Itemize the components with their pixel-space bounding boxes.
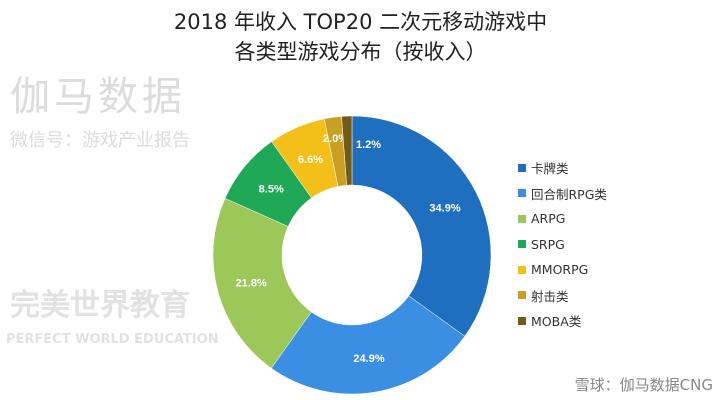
legend-label: 卡牌类 bbox=[531, 161, 569, 177]
legend: 卡牌类回合制RPG类 ARPG SRPG MMORPG 射击类 MOBA类 bbox=[518, 155, 607, 334]
legend-swatch bbox=[518, 240, 526, 249]
donut-slice bbox=[270, 295, 466, 395]
legend-item: MMORPG bbox=[518, 257, 607, 283]
donut-slice bbox=[212, 198, 312, 369]
legend-swatch bbox=[518, 316, 526, 325]
donut-slice bbox=[351, 115, 492, 337]
data-label: 8.5% bbox=[259, 184, 284, 196]
legend-label: ARPG bbox=[531, 211, 566, 227]
legend-item: SRPG bbox=[518, 232, 607, 258]
legend-swatch bbox=[518, 214, 526, 223]
legend-label: 回合制RPG类 bbox=[531, 186, 607, 202]
data-label: 6.6% bbox=[298, 154, 323, 166]
donut-slice bbox=[341, 115, 353, 186]
legend-label: MMORPG bbox=[531, 262, 589, 278]
data-label: 1.2% bbox=[356, 139, 381, 151]
watermark-brand-en: PERFECT WORLD EDUCATION bbox=[6, 332, 219, 347]
legend-swatch bbox=[518, 189, 526, 198]
legend-item: 卡牌类 bbox=[518, 155, 607, 181]
legend-swatch bbox=[518, 163, 526, 172]
watermark-brand: 完美世界教育 bbox=[10, 288, 190, 323]
data-label: 21.8% bbox=[236, 277, 267, 289]
watermark-xueqiu: 雪球：伽马数据CNG bbox=[574, 376, 713, 394]
data-label: 2.0% bbox=[323, 133, 348, 145]
chart-title: 2018 年收入 TOP20 二次元移动游戏中 bbox=[173, 10, 548, 34]
legend-label: SRPG bbox=[531, 236, 565, 252]
data-label: 24.9% bbox=[353, 353, 384, 365]
data-label: 34.9% bbox=[429, 202, 460, 214]
legend-label: 射击类 bbox=[531, 288, 569, 304]
watermark-wechat: 微信号：游戏产业报告 bbox=[10, 130, 190, 151]
legend-item: 回合制RPG类 bbox=[518, 181, 607, 207]
legend-item: MOBA类 bbox=[518, 308, 607, 334]
legend-item: ARPG bbox=[518, 206, 607, 232]
legend-swatch bbox=[518, 265, 526, 274]
chart-subtitle: 各类型游戏分布（按收入） bbox=[234, 40, 487, 64]
watermark-gamma: 伽马数据 bbox=[10, 74, 186, 120]
legend-label: MOBA类 bbox=[531, 314, 582, 330]
legend-item: 射击类 bbox=[518, 283, 607, 309]
legend-swatch bbox=[518, 291, 526, 300]
